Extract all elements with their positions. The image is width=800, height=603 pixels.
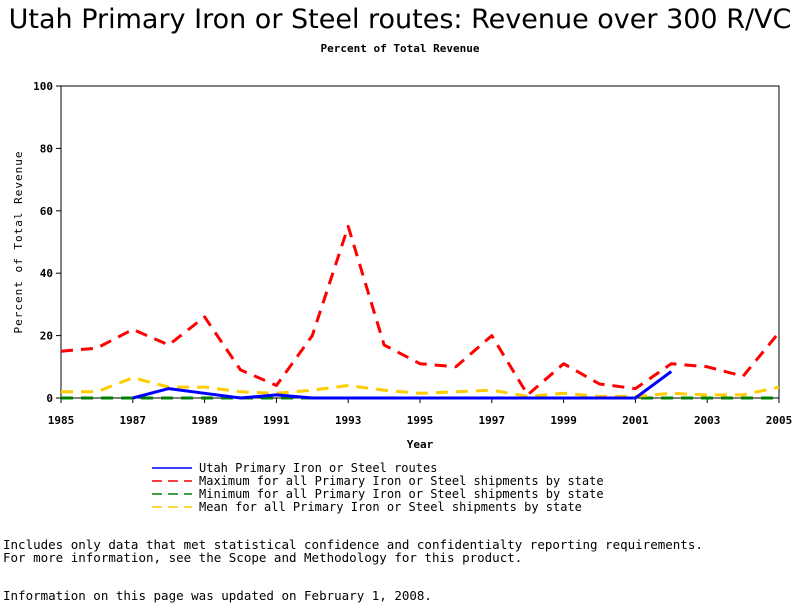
series-line-3 — [61, 376, 780, 398]
x-tick-label: 2001 — [622, 414, 649, 427]
x-tick-label: 1985 — [48, 414, 75, 427]
legend-label-1: Maximum for all Primary Iron or Steel sh… — [199, 474, 604, 488]
y-tick-label: 0 — [46, 392, 53, 405]
chart-subtitle: Percent of Total Revenue — [320, 42, 480, 55]
y-axis-title: Percent of Total Revenue — [12, 151, 25, 334]
x-tick-label: 1991 — [263, 414, 290, 427]
footer-more-info: For more information, see the Scope and … — [3, 550, 523, 565]
x-axis: 1985 1987 1989 1991 1993 1995 1997 1999 2001 2003… — [48, 398, 793, 427]
footer-updated: Information on this page was updated on … — [3, 588, 432, 603]
series-lines — [60, 224, 781, 400]
legend: Utah Primary Iron or Steel routesMaximum… — [152, 461, 604, 514]
series-line-0 — [132, 370, 673, 400]
legend-label-3: Mean for all Primary Iron or Steel shipm… — [199, 500, 582, 514]
line-chart: Percent of Total Revenue Year 0 20 40 60 80 1… — [12, 80, 793, 514]
x-tick-label: 1999 — [550, 414, 577, 427]
y-tick-label: 60 — [40, 205, 53, 218]
y-tick-label: 40 — [40, 267, 53, 280]
series-line-1 — [60, 224, 781, 397]
x-tick-label: 1993 — [335, 414, 362, 427]
plot-frame — [60, 85, 780, 399]
x-tick-label: 1987 — [120, 414, 147, 427]
legend-label-2: Minimum for all Primary Iron or Steel sh… — [199, 487, 604, 501]
x-axis-title: Year — [407, 438, 434, 451]
x-tick-label: 2005 — [766, 414, 793, 427]
y-tick-label: 80 — [40, 142, 53, 155]
legend-label-0: Utah Primary Iron or Steel routes — [199, 461, 437, 475]
y-tick-label: 100 — [33, 80, 53, 93]
x-tick-label: 1995 — [407, 414, 434, 427]
y-axis: 0 20 40 60 80 100 — [33, 80, 61, 405]
footer-note: Includes only data that met statistical … — [3, 537, 703, 552]
x-tick-label: 2003 — [694, 414, 721, 427]
y-tick-label: 20 — [40, 330, 53, 343]
x-tick-label: 1989 — [191, 414, 218, 427]
chart-title: Utah Primary Iron or Steel routes: Reven… — [8, 4, 792, 35]
x-tick-label: 1997 — [479, 414, 506, 427]
